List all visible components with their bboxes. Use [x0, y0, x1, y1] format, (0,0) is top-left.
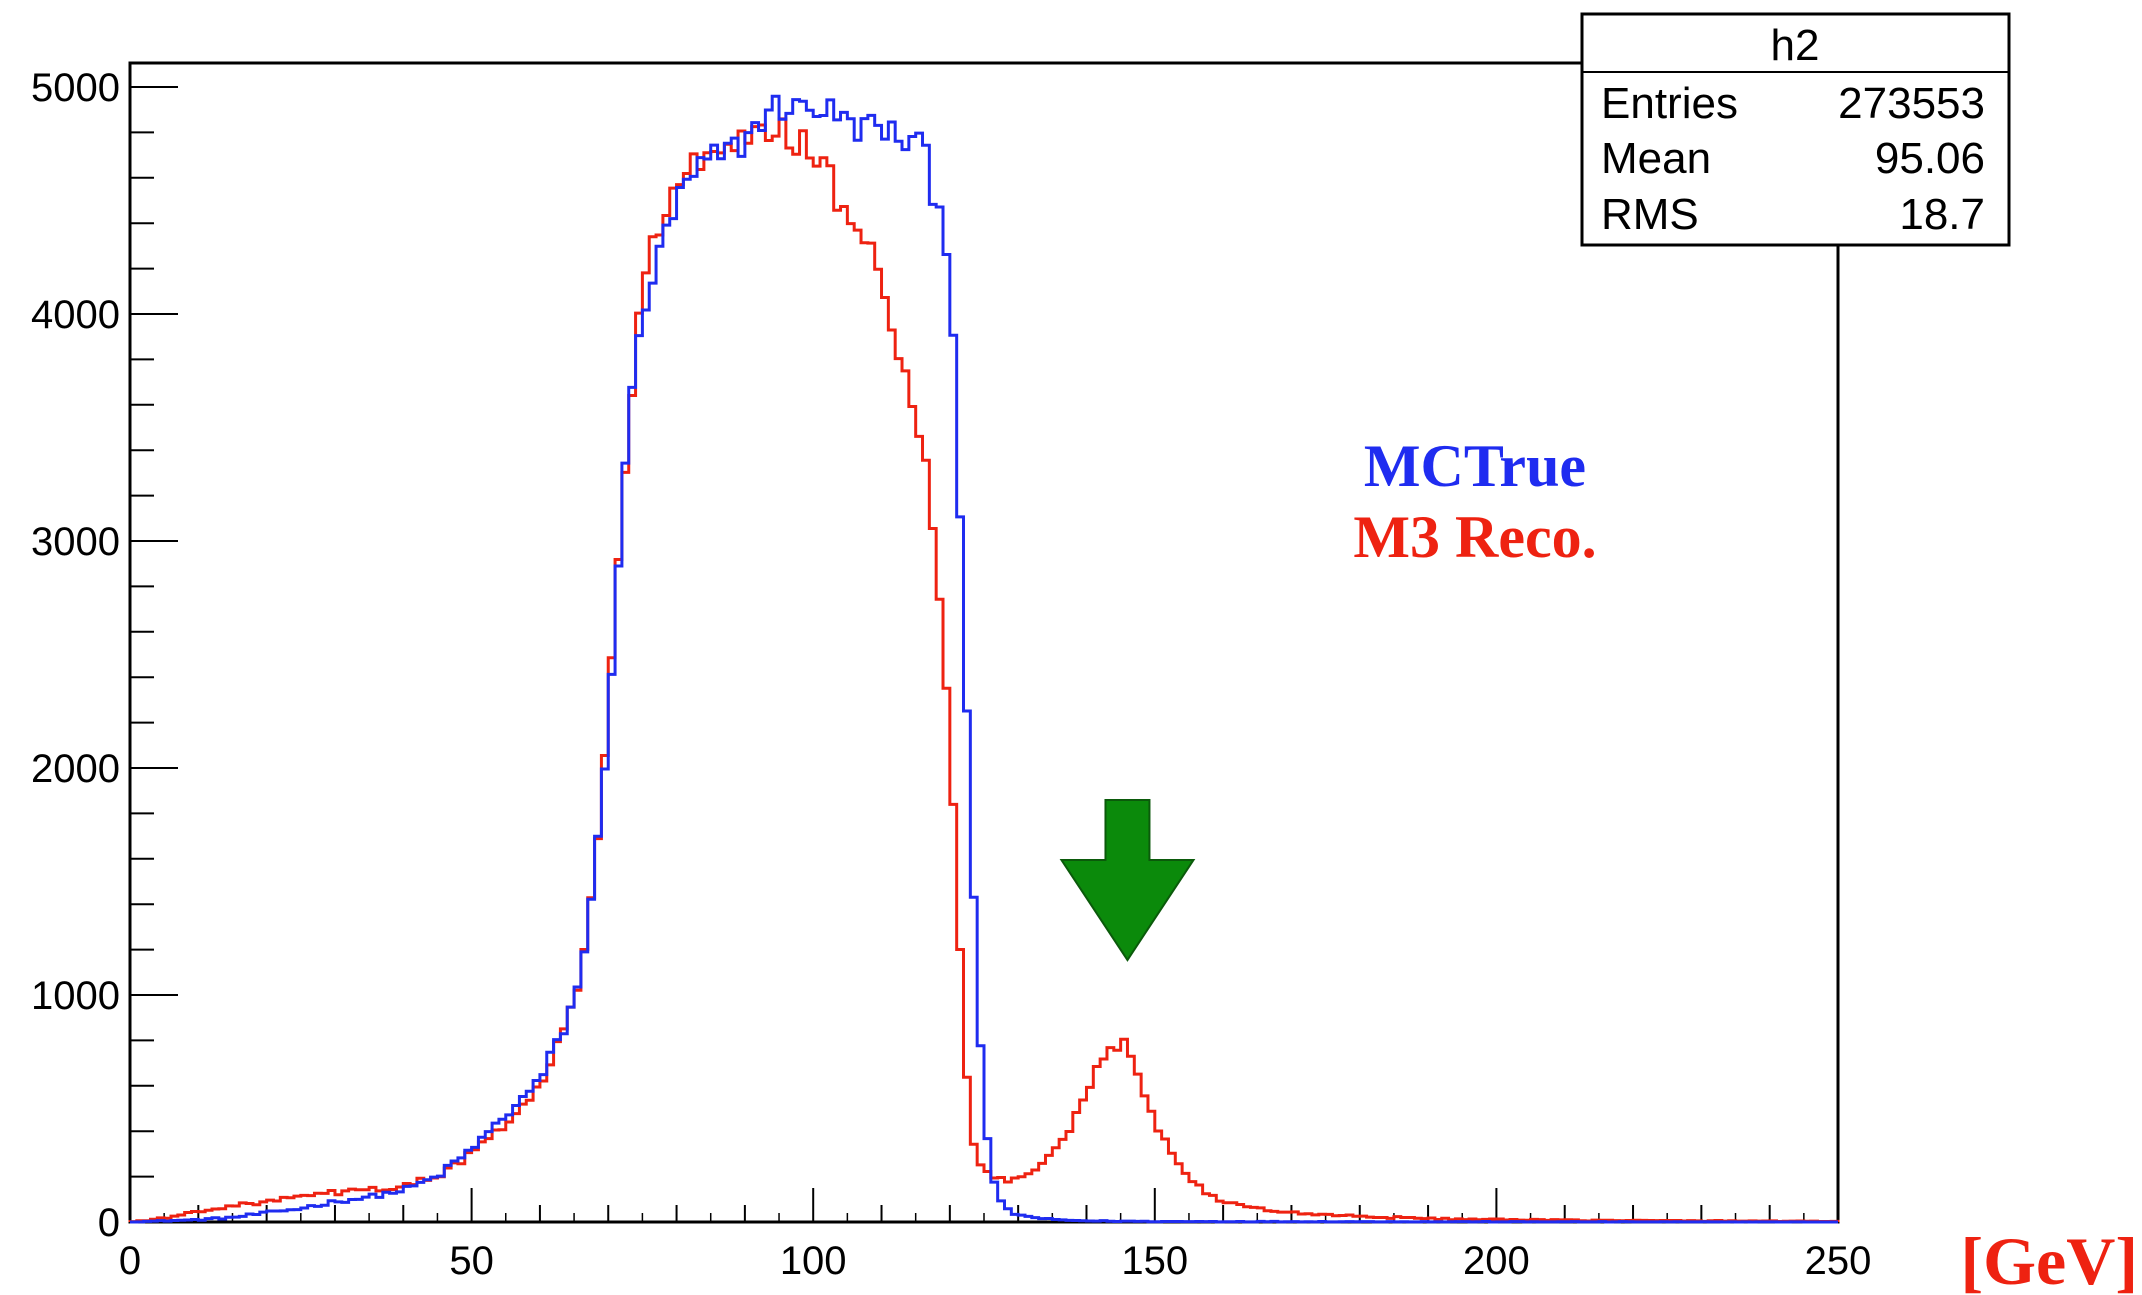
- legend-label-mctrue: MCTrue: [1364, 433, 1586, 499]
- x-tick-label: 100: [780, 1239, 847, 1283]
- y-tick-label: 5000: [31, 66, 120, 110]
- x-tick-label: 0: [119, 1239, 141, 1283]
- stats-box: h2 Entries 273553 Mean 95.06 RMS 18.7: [1580, 12, 2011, 247]
- stats-value-rms: 18.7: [1899, 190, 1985, 239]
- x-tick-label: 50: [449, 1239, 494, 1283]
- x-tick-label: 200: [1463, 1239, 1530, 1283]
- x-tick-label: 250: [1805, 1239, 1872, 1283]
- stats-label-mean: Mean: [1601, 134, 1711, 183]
- x-tick-label: 150: [1121, 1239, 1188, 1283]
- stats-value-mean: 95.06: [1875, 134, 1985, 183]
- legend-label-m3-reco: M3 Reco.: [1353, 504, 1596, 570]
- series-line-mctrue: [130, 94, 1838, 1224]
- histogram-series: [128, 94, 1840, 1224]
- stats-label-rms: RMS: [1601, 190, 1699, 239]
- green-arrow-annotation: [1059, 799, 1196, 962]
- stats-box-frame: [1580, 12, 2011, 247]
- x-axis-unit-label: [GeV]: [1961, 1223, 2138, 1295]
- axes: 0 50 100 150 200 250 0 1000 2000 3000 4000 5000: [31, 66, 1871, 1283]
- stats-value-entries: 273553: [1838, 79, 1985, 128]
- y-tick-label: 2000: [31, 747, 120, 791]
- y-tick-label: 3000: [31, 520, 120, 564]
- y-tick-label: 1000: [31, 974, 120, 1018]
- y-tick-label: 0: [98, 1201, 120, 1245]
- stats-box-title: h2: [1771, 21, 1820, 70]
- stats-label-entries: Entries: [1601, 79, 1738, 128]
- y-tick-label: 4000: [31, 293, 120, 337]
